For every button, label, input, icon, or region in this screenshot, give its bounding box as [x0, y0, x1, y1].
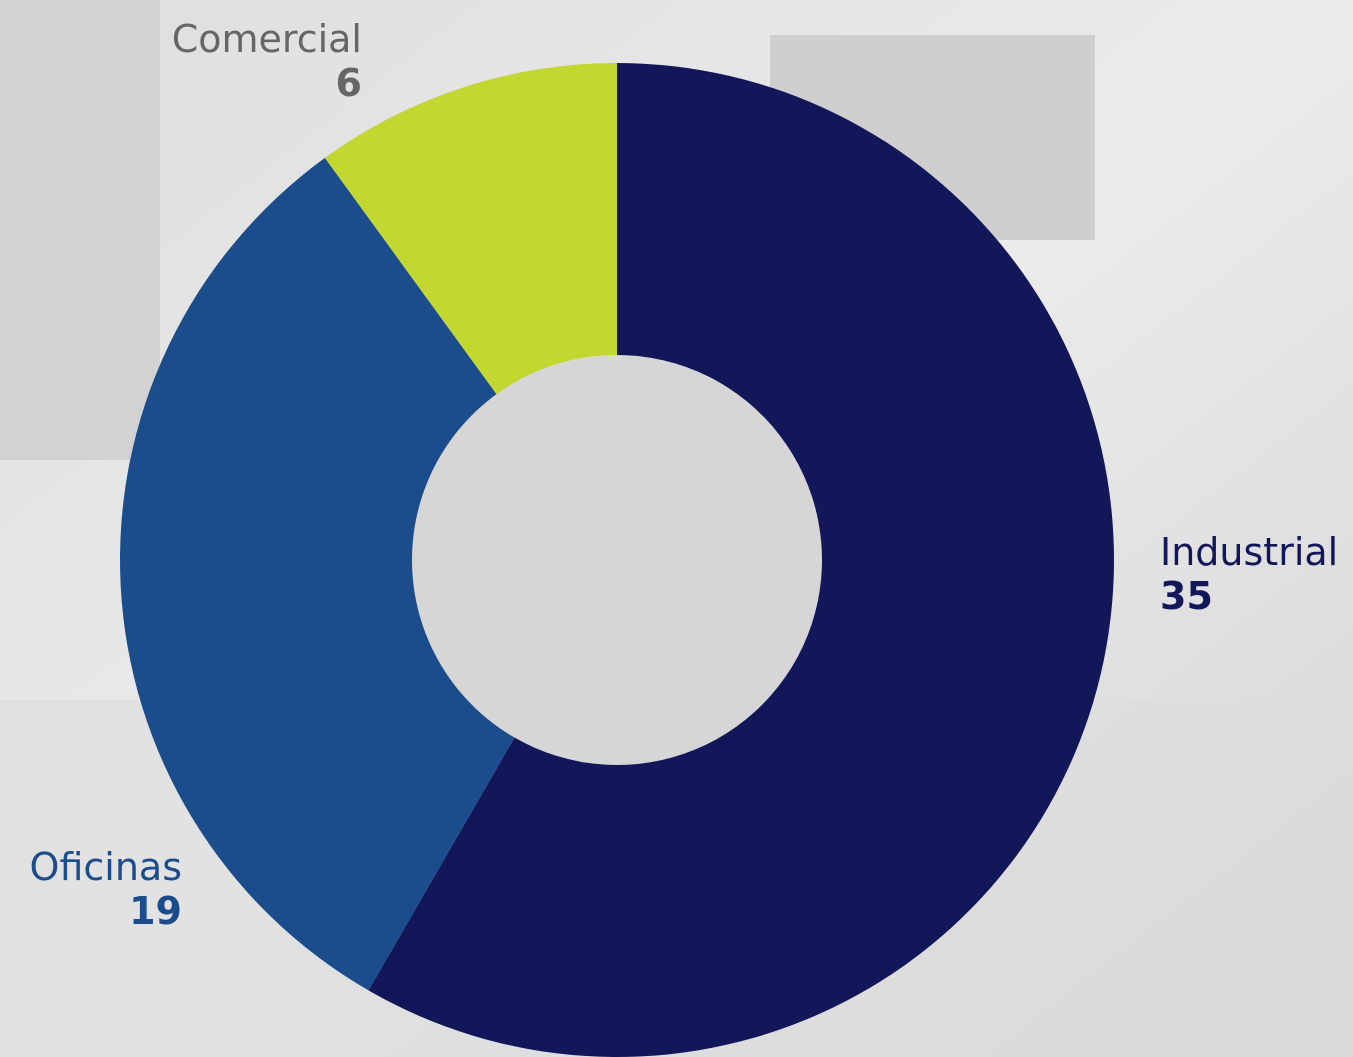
center-photo: [412, 355, 822, 765]
donut-segment: [324, 63, 617, 395]
value-label: 35: [1160, 574, 1213, 618]
window: [0, 0, 160, 460]
value-label: 6: [336, 61, 362, 105]
category-label: Industrial: [1160, 530, 1338, 574]
donut-segment: [120, 157, 515, 991]
category-label: Comercial: [172, 17, 362, 61]
donut-segment: [368, 63, 1115, 1057]
category-label: Oficinas: [30, 845, 182, 889]
value-label: 19: [129, 889, 182, 933]
